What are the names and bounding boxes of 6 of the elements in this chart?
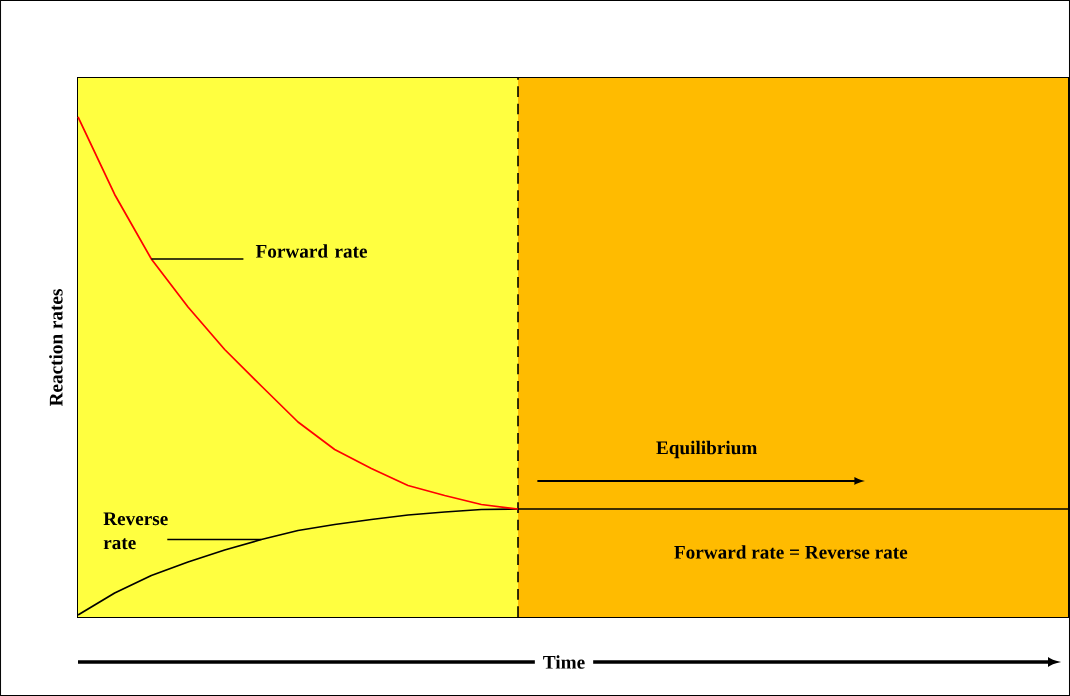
annotation: Forward rate [255,244,368,258]
annotation: Reverse rate [103,512,168,550]
x-axis-title: Time [543,655,585,669]
annotation: Equilibrium [656,440,758,459]
annotation: Forward rate = Reverse rate [674,545,908,559]
y-axis-title: Reaction rates [49,289,63,407]
